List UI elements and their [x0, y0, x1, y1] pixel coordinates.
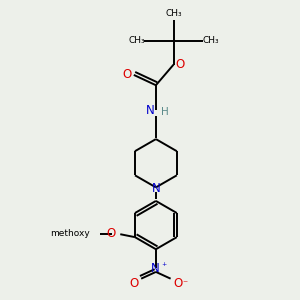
Text: N: N	[151, 262, 160, 275]
Text: O: O	[123, 68, 132, 81]
Text: O: O	[173, 277, 183, 290]
Text: N: N	[152, 182, 160, 195]
Text: H: H	[161, 107, 169, 117]
Text: CH₃: CH₃	[128, 36, 145, 45]
Text: O: O	[129, 277, 138, 290]
Text: CH₃: CH₃	[202, 36, 219, 45]
Text: ⁻: ⁻	[182, 280, 187, 290]
Text: O: O	[106, 227, 116, 240]
Text: O: O	[176, 58, 185, 71]
Text: CH₃: CH₃	[165, 9, 182, 18]
Text: N: N	[146, 104, 155, 117]
Text: methoxy: methoxy	[50, 229, 90, 238]
Text: ⁺: ⁺	[161, 262, 167, 272]
